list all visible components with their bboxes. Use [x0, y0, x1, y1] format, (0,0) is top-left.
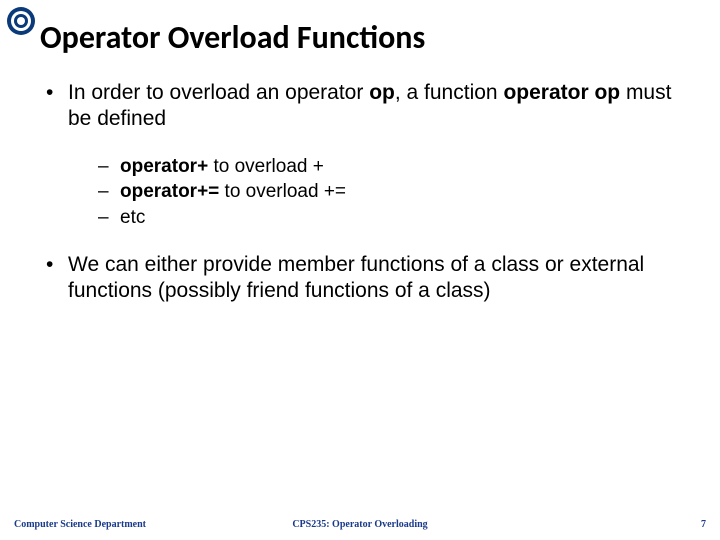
slide-footer: Computer Science Department CPS235: Oper… — [0, 510, 720, 530]
university-seal-icon — [6, 6, 36, 36]
text: to overload += — [219, 181, 346, 202]
text-bold: op — [369, 81, 395, 104]
text-bold: operator+= — [120, 181, 219, 202]
footer-page-number: 7 — [701, 519, 706, 530]
text: , a function — [395, 81, 504, 104]
sub-etc: etc — [98, 206, 680, 230]
slide-title: Operator Overload Functions — [40, 20, 680, 55]
footer-course: CPS235: Operator Overloading — [0, 519, 720, 530]
text: to overload + — [208, 156, 324, 177]
text: We can either provide member functions o… — [68, 253, 644, 302]
bullet-define-operator: In order to overload an operator op, a f… — [40, 80, 680, 230]
text-bold: operator+ — [120, 156, 208, 177]
text: In order to overload an operator — [68, 81, 369, 104]
text: etc — [120, 207, 145, 228]
slide-body: In order to overload an operator op, a f… — [40, 80, 680, 326]
text-bold: operator op — [503, 81, 620, 104]
bullet-member-or-friend: We can either provide member functions o… — [40, 252, 680, 305]
slide: Operator Overload Functions In order to … — [0, 0, 720, 540]
sub-operator-plus-eq: operator+= to overload += — [98, 180, 680, 204]
sub-operator-plus: operator+ to overload + — [98, 155, 680, 179]
